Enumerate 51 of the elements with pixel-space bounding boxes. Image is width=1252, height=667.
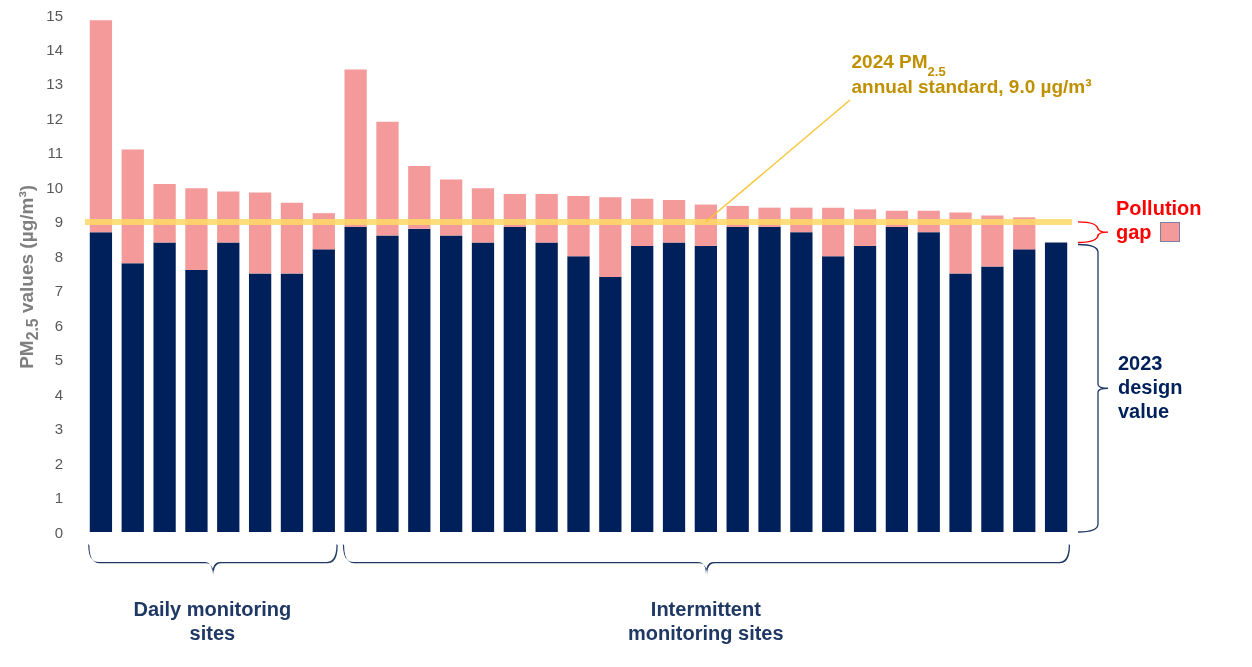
y-tick-label: 1 [54, 489, 63, 507]
bar [217, 242, 240, 532]
bar [885, 226, 909, 532]
bar [248, 273, 272, 532]
y-tick-label: 14 [46, 40, 63, 58]
bar [503, 226, 526, 532]
text: Pollution gap [1116, 196, 1203, 245]
y-tick-label: 7 [54, 282, 63, 300]
text: 2023 design value [1118, 351, 1184, 424]
bar [344, 226, 367, 532]
bar [822, 256, 845, 532]
bar [758, 226, 781, 532]
y-tick-label: 2 [54, 454, 63, 472]
y-tick-label: 3 [54, 420, 63, 438]
bar [280, 273, 304, 532]
y-tick-label: 0 [54, 523, 63, 541]
bar [121, 263, 144, 532]
bar [535, 242, 558, 532]
bar [567, 256, 590, 532]
bar [440, 235, 463, 532]
bar [471, 242, 495, 532]
bar [694, 245, 717, 532]
bar [981, 266, 1004, 532]
bar [662, 242, 686, 532]
y-tick-label: 8 [54, 247, 63, 265]
y-tick-label: 15 [46, 6, 63, 24]
bar [917, 232, 940, 532]
y-tick-label: 12 [46, 109, 63, 127]
text: Intermittent monitoring sites [627, 597, 785, 645]
y-tick-label: 4 [54, 385, 63, 403]
bar [726, 226, 749, 532]
bar [153, 242, 176, 532]
bar [949, 273, 972, 532]
bar [853, 245, 877, 532]
y-tick-label: 9 [54, 213, 63, 231]
bar [185, 270, 208, 532]
bar [631, 245, 654, 532]
y-tick-label: 6 [54, 316, 63, 334]
y-tick-label: 10 [46, 178, 63, 196]
bar [599, 276, 622, 532]
y-tick-label: 11 [47, 144, 63, 162]
text: Daily monitoring sites [132, 597, 293, 645]
y-tick-label: 5 [54, 351, 63, 369]
bar [1044, 242, 1068, 532]
bar [408, 228, 431, 532]
y-tick-label: 13 [46, 75, 63, 93]
bar [1013, 249, 1036, 532]
bar [312, 249, 335, 532]
bar [89, 232, 113, 532]
bar [790, 232, 813, 532]
bar [376, 235, 399, 532]
